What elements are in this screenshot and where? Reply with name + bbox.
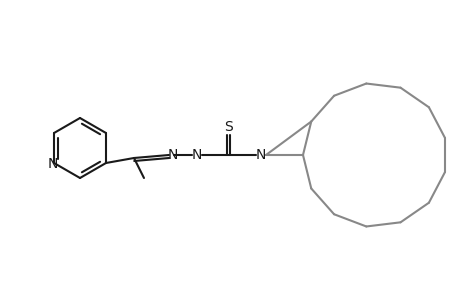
Text: N: N — [168, 148, 178, 162]
Text: N: N — [255, 148, 266, 162]
Text: S: S — [224, 120, 233, 134]
Text: N: N — [48, 157, 58, 171]
Text: N: N — [191, 148, 202, 162]
